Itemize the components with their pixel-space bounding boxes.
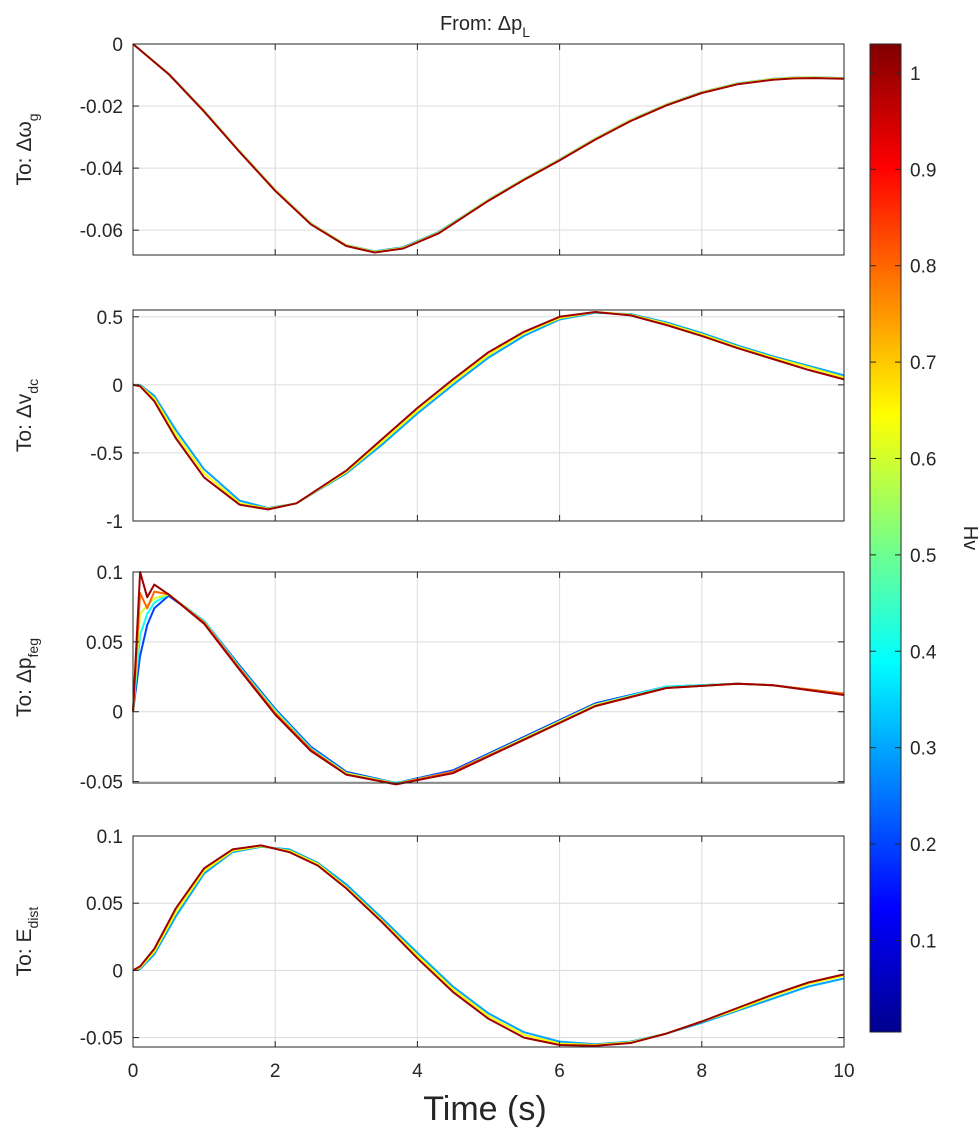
colorbar-gradient [869, 43, 902, 1033]
y-axis-label: To: Δωg [13, 113, 41, 185]
axes-box [132, 309, 845, 522]
axes-box [132, 571, 845, 784]
y-axis-label: To: Δvdc [13, 379, 41, 452]
x-axis-label: Time (s) [423, 1090, 546, 1128]
y-tick-label: -0.02 [80, 97, 123, 118]
series-line-hv-0.3 [132, 845, 845, 1046]
series-line-hv-1 [132, 571, 845, 786]
series-line-hv-1 [132, 311, 845, 511]
colorbar-tick-label: 0.7 [910, 353, 936, 374]
y-axis-label-subscript: feg [25, 638, 41, 657]
y-axis-label-main: To: Δv [13, 393, 36, 452]
y-tick-label: 0.1 [97, 563, 123, 584]
series-line-hv-0.65 [132, 311, 845, 510]
y-tick-label: -0.05 [80, 773, 123, 794]
subplot-1: 0 -0.02 -0.04 -0.06 To: Δωg [13, 35, 845, 256]
y-axis-label-main: To: E [13, 928, 36, 976]
y-axis-label-subscript: g [25, 113, 41, 121]
colorbar-ticks: 0.1 0.2 0.3 0.4 0.5 0.6 0.7 0.8 0.9 1 [870, 64, 937, 952]
y-tick-label: -1 [106, 512, 123, 533]
x-tick-label: 4 [412, 1061, 423, 1082]
colorbar: 0.1 0.2 0.3 0.4 0.5 0.6 0.7 0.8 0.9 1 Hv [869, 43, 978, 1033]
y-tick-label: 0 [112, 961, 123, 982]
y-axis-label-main: To: Δp [13, 657, 36, 717]
x-tick-label: 0 [128, 1061, 139, 1082]
plot-area [133, 572, 844, 783]
subplot-2: 0.5 0 -0.5 -1 To: Δvdc [13, 308, 845, 533]
y-tick-label: -0.5 [90, 444, 123, 465]
subplot-3: 0.1 0.05 0 -0.05 To: Δpfeg [13, 563, 845, 794]
colorbar-tick-label: 0.3 [910, 739, 936, 760]
series-line-hv-0.3 [133, 311, 845, 510]
colorbar-tick-label: 0.5 [910, 546, 936, 567]
axes-box [132, 43, 845, 256]
y-tick-label: 0 [112, 35, 123, 56]
y-tick-label: -0.04 [80, 159, 124, 180]
colorbar-tick-label: 0.1 [910, 931, 936, 952]
y-axis-label: To: Edist [13, 907, 41, 977]
y-tick-label: 0.1 [97, 827, 123, 848]
y-tick-label: 0 [112, 703, 123, 724]
x-tick-label: 10 [833, 1061, 854, 1082]
y-axis-label-main: To: Δω [13, 121, 36, 185]
colorbar-tick-label: 0.6 [910, 449, 936, 470]
y-tick-label: -0.06 [80, 221, 123, 242]
y-tick-label: 0.05 [86, 894, 123, 915]
y-tick-label: 0.05 [86, 633, 123, 654]
y-axis-label-subscript: dc [25, 379, 41, 394]
x-tick-label: 2 [270, 1061, 281, 1082]
y-axis-label-subscript: dist [25, 907, 41, 929]
y-tick-label: 0 [112, 376, 123, 397]
colorbar-tick-label: 0.9 [910, 160, 936, 181]
axes-box [132, 835, 845, 1048]
figure-title: From: ΔpL [440, 13, 530, 40]
x-tick-label: 6 [554, 1061, 565, 1082]
x-tick-label: 8 [697, 1061, 708, 1082]
colorbar-tick-label: 1 [910, 64, 921, 85]
series-line-hv-1 [132, 43, 845, 254]
colorbar-label: Hv [959, 526, 978, 550]
colorbar-tick-label: 0.4 [910, 642, 937, 663]
colorbar-tick-label: 0.8 [910, 257, 936, 278]
y-axis-label: To: Δpfeg [13, 638, 41, 717]
plot-area [133, 310, 844, 521]
y-tick-label: 0.5 [97, 308, 123, 329]
plot-area [133, 44, 844, 255]
series-line-hv-1 [132, 844, 845, 1047]
y-tick-label: -0.05 [80, 1029, 123, 1050]
colorbar-tick-label: 0.2 [910, 835, 936, 856]
